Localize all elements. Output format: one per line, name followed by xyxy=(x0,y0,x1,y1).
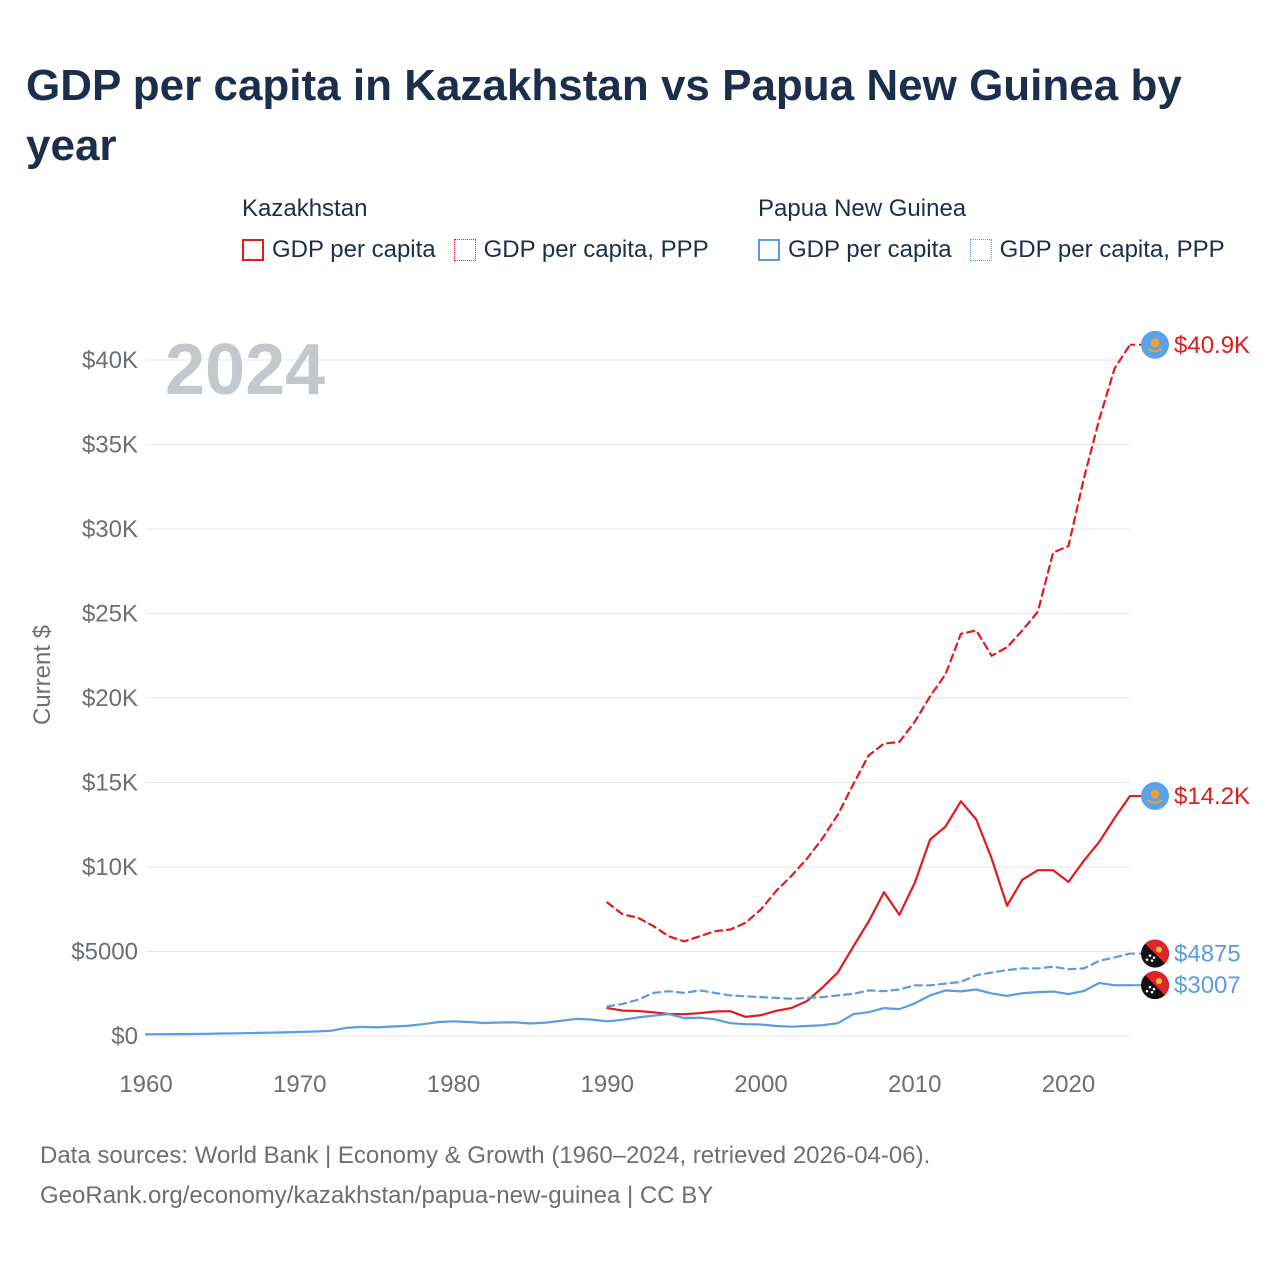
x-tick-label: 2000 xyxy=(734,1071,787,1098)
solid-line-swatch-icon xyxy=(758,239,780,261)
legend-country-label: Kazakhstan xyxy=(242,195,368,222)
x-tick-label: 1970 xyxy=(273,1071,326,1098)
legend-item-kazakhstan-gdp[interactable]: GDP per capita xyxy=(242,236,436,264)
footer-link[interactable]: GeoRank.org/economy/kazakhstan/papua-new… xyxy=(40,1182,714,1209)
chart-title: GDP per capita in Kazakhstan vs Papua Ne… xyxy=(26,61,1182,170)
y-tick-label: $30K xyxy=(82,516,138,543)
footer: Data sources: World Bank | Economy & Gro… xyxy=(40,1136,930,1216)
y-tick-label: $5000 xyxy=(71,939,138,966)
legend-item-kazakhstan-gdp-ppp[interactable]: GDP per capita, PPP xyxy=(453,236,709,264)
series-lines xyxy=(144,343,1132,1036)
y-tick-label: $15K xyxy=(82,770,138,797)
legend-item-label: GDP per capita xyxy=(788,236,952,263)
legend-item-label: GDP per capita xyxy=(272,236,436,263)
dashed-line-swatch-icon xyxy=(453,239,476,261)
solid-line-swatch-icon xyxy=(242,239,264,261)
kazakhstan-flag-icon xyxy=(1141,330,1169,359)
dashed-line-swatch-icon xyxy=(969,239,992,261)
kazakhstan-flag-icon xyxy=(1141,782,1169,811)
year-watermark: 2024 xyxy=(165,330,325,410)
series-line-kazakhstan-gdp-per-capita-ppp xyxy=(606,343,1132,943)
legend-item-label: GDP per capita, PPP xyxy=(483,236,709,263)
x-tick-label: 1960 xyxy=(119,1071,172,1098)
y-axis-label: Current $ xyxy=(29,625,56,725)
y-tick-label: $25K xyxy=(82,601,138,628)
series-end-markers: $40.9K $14.2K $4875 $3007 xyxy=(1130,330,1250,1000)
papua-new-guinea-flag-icon xyxy=(1141,939,1169,968)
y-tick-label: $0 xyxy=(111,1023,138,1050)
series-line-papua-new-guinea-gdp-per-capita-ppp xyxy=(606,952,1132,1008)
y-tick-label: $20K xyxy=(82,685,138,712)
papua-new-guinea-flag-icon xyxy=(1141,971,1169,1000)
series-end-value: $3007 xyxy=(1174,972,1241,999)
y-tick-label: $35K xyxy=(82,432,138,459)
series-line-papua-new-guinea-gdp-per-capita xyxy=(144,981,1132,1036)
y-tick-label: $40K xyxy=(82,347,138,374)
footer-source: Data sources: World Bank | Economy & Gro… xyxy=(40,1142,931,1169)
series-end-value: $14.2K xyxy=(1174,783,1250,810)
legend-country-label: Papua New Guinea xyxy=(758,195,967,222)
legend-item-label: GDP per capita, PPP xyxy=(999,236,1225,263)
x-tick-label: 2020 xyxy=(1042,1071,1095,1098)
x-axis-ticks: 1960 1970 1980 1990 2000 2010 2020 xyxy=(119,1071,1095,1098)
x-tick-label: 1990 xyxy=(581,1071,634,1098)
y-axis-ticks: $0 $5000 $10K $15K $20K $25K $30K $35K $40K xyxy=(71,347,138,1050)
legend-group-papua-new-guinea: Papua New Guinea GDP per capita GDP per … xyxy=(758,194,1243,264)
series-line-kazakhstan-gdp-per-capita xyxy=(606,794,1132,1019)
legend-item-png-gdp-ppp[interactable]: GDP per capita, PPP xyxy=(969,236,1225,264)
series-end-value: $4875 xyxy=(1174,941,1241,968)
legend-group-kazakhstan: Kazakhstan GDP per capita GDP per capita… xyxy=(242,194,727,264)
x-tick-label: 1980 xyxy=(427,1071,480,1098)
legend-item-png-gdp[interactable]: GDP per capita xyxy=(758,236,952,264)
y-tick-label: $10K xyxy=(82,854,138,881)
series-end-value: $40.9K xyxy=(1174,332,1250,359)
x-tick-label: 2010 xyxy=(888,1071,941,1098)
gridlines xyxy=(146,359,1130,1037)
